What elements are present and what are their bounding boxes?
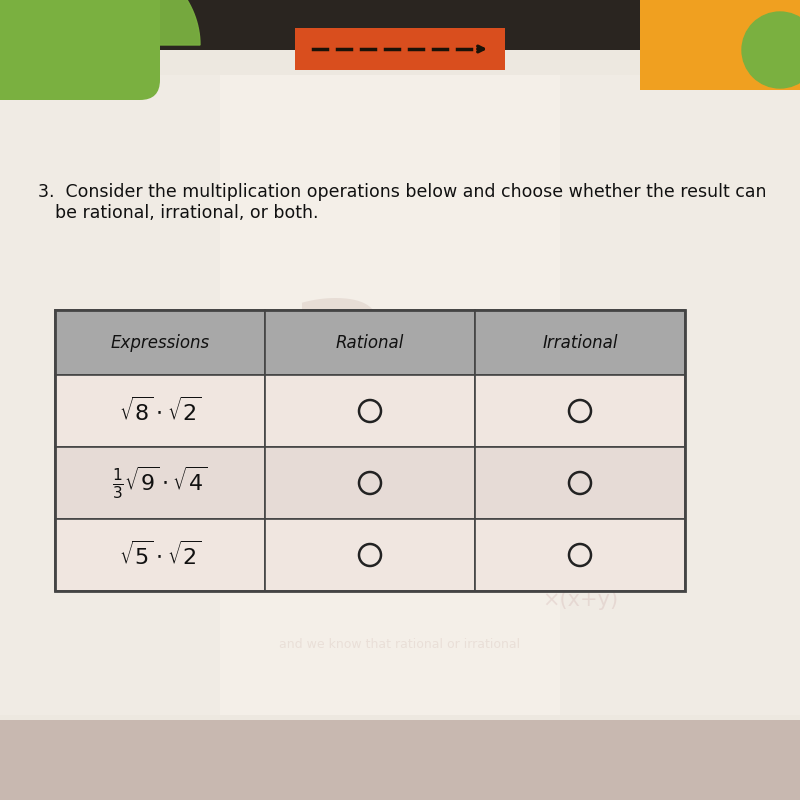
FancyBboxPatch shape: [475, 375, 685, 447]
Circle shape: [742, 12, 800, 88]
FancyBboxPatch shape: [265, 447, 475, 519]
Text: and we know that rational or irrational: and we know that rational or irrational: [279, 638, 521, 651]
FancyBboxPatch shape: [55, 310, 265, 375]
FancyBboxPatch shape: [0, 0, 160, 100]
Text: 3.  Consider the multiplication operations below and choose whether the result c: 3. Consider the multiplication operation…: [38, 183, 766, 201]
Text: 3: 3: [287, 295, 393, 445]
FancyBboxPatch shape: [55, 519, 265, 591]
FancyBboxPatch shape: [0, 0, 800, 720]
Text: Irrational: Irrational: [542, 334, 618, 351]
FancyBboxPatch shape: [0, 0, 800, 50]
FancyBboxPatch shape: [265, 519, 475, 591]
FancyBboxPatch shape: [295, 28, 505, 70]
Text: $\sqrt{8} \cdot \sqrt{2}$: $\sqrt{8} \cdot \sqrt{2}$: [118, 397, 202, 426]
FancyBboxPatch shape: [475, 310, 685, 375]
FancyBboxPatch shape: [475, 447, 685, 519]
Text: $\frac{1}{3}\sqrt{9} \cdot \sqrt{4}$: $\frac{1}{3}\sqrt{9} \cdot \sqrt{4}$: [112, 465, 208, 502]
FancyBboxPatch shape: [475, 519, 685, 591]
Text: and compatible, and rational, and things: and compatible, and rational, and things: [272, 483, 528, 497]
FancyBboxPatch shape: [640, 0, 800, 90]
Text: Rational: Rational: [336, 334, 404, 351]
Text: be rational, irrational, or both.: be rational, irrational, or both.: [55, 204, 318, 222]
FancyBboxPatch shape: [265, 310, 475, 375]
Text: Expressions: Expressions: [110, 334, 210, 351]
Text: is irrational, or both to be rational or both: is irrational, or both to be rational or…: [260, 518, 520, 531]
Text: 3: 3: [503, 528, 557, 602]
FancyBboxPatch shape: [55, 375, 265, 447]
FancyBboxPatch shape: [0, 75, 800, 715]
Text: $\sqrt{5} \cdot \sqrt{2}$: $\sqrt{5} \cdot \sqrt{2}$: [118, 541, 202, 570]
FancyBboxPatch shape: [55, 447, 265, 519]
Polygon shape: [0, 0, 200, 45]
Text: ×(x+y): ×(x+y): [542, 590, 618, 610]
FancyBboxPatch shape: [220, 75, 560, 715]
Text: 3×√9×11: 3×√9×11: [469, 402, 591, 438]
FancyBboxPatch shape: [265, 375, 475, 447]
